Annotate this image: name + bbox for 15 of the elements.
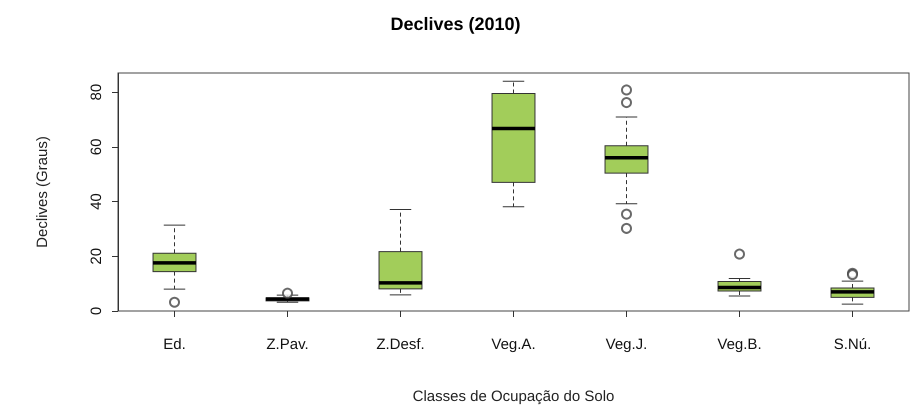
x-tick-label: Veg.A. — [491, 336, 536, 353]
y-tick-label: 80 — [88, 84, 105, 100]
y-axis-title: Declives (Graus) — [34, 136, 51, 248]
x-tick-label: S.Nú. — [834, 336, 872, 353]
y-tick-label: 40 — [88, 193, 105, 210]
x-axis-title: Classes de Ocupação do Solo — [412, 388, 614, 405]
x-tick-label: Z.Pav. — [266, 336, 309, 353]
x-tick-label: Z.Desf. — [376, 336, 425, 353]
x-tick-label: Veg.J. — [606, 336, 648, 353]
chart-title: Declives (2010) — [390, 14, 521, 34]
y-tick-label: 0 — [88, 306, 105, 316]
y-tick-label: 20 — [88, 248, 105, 265]
x-tick-label: Veg.B. — [717, 336, 762, 353]
x-tick-label: Ed. — [163, 336, 186, 353]
y-tick-label: 60 — [88, 138, 105, 156]
